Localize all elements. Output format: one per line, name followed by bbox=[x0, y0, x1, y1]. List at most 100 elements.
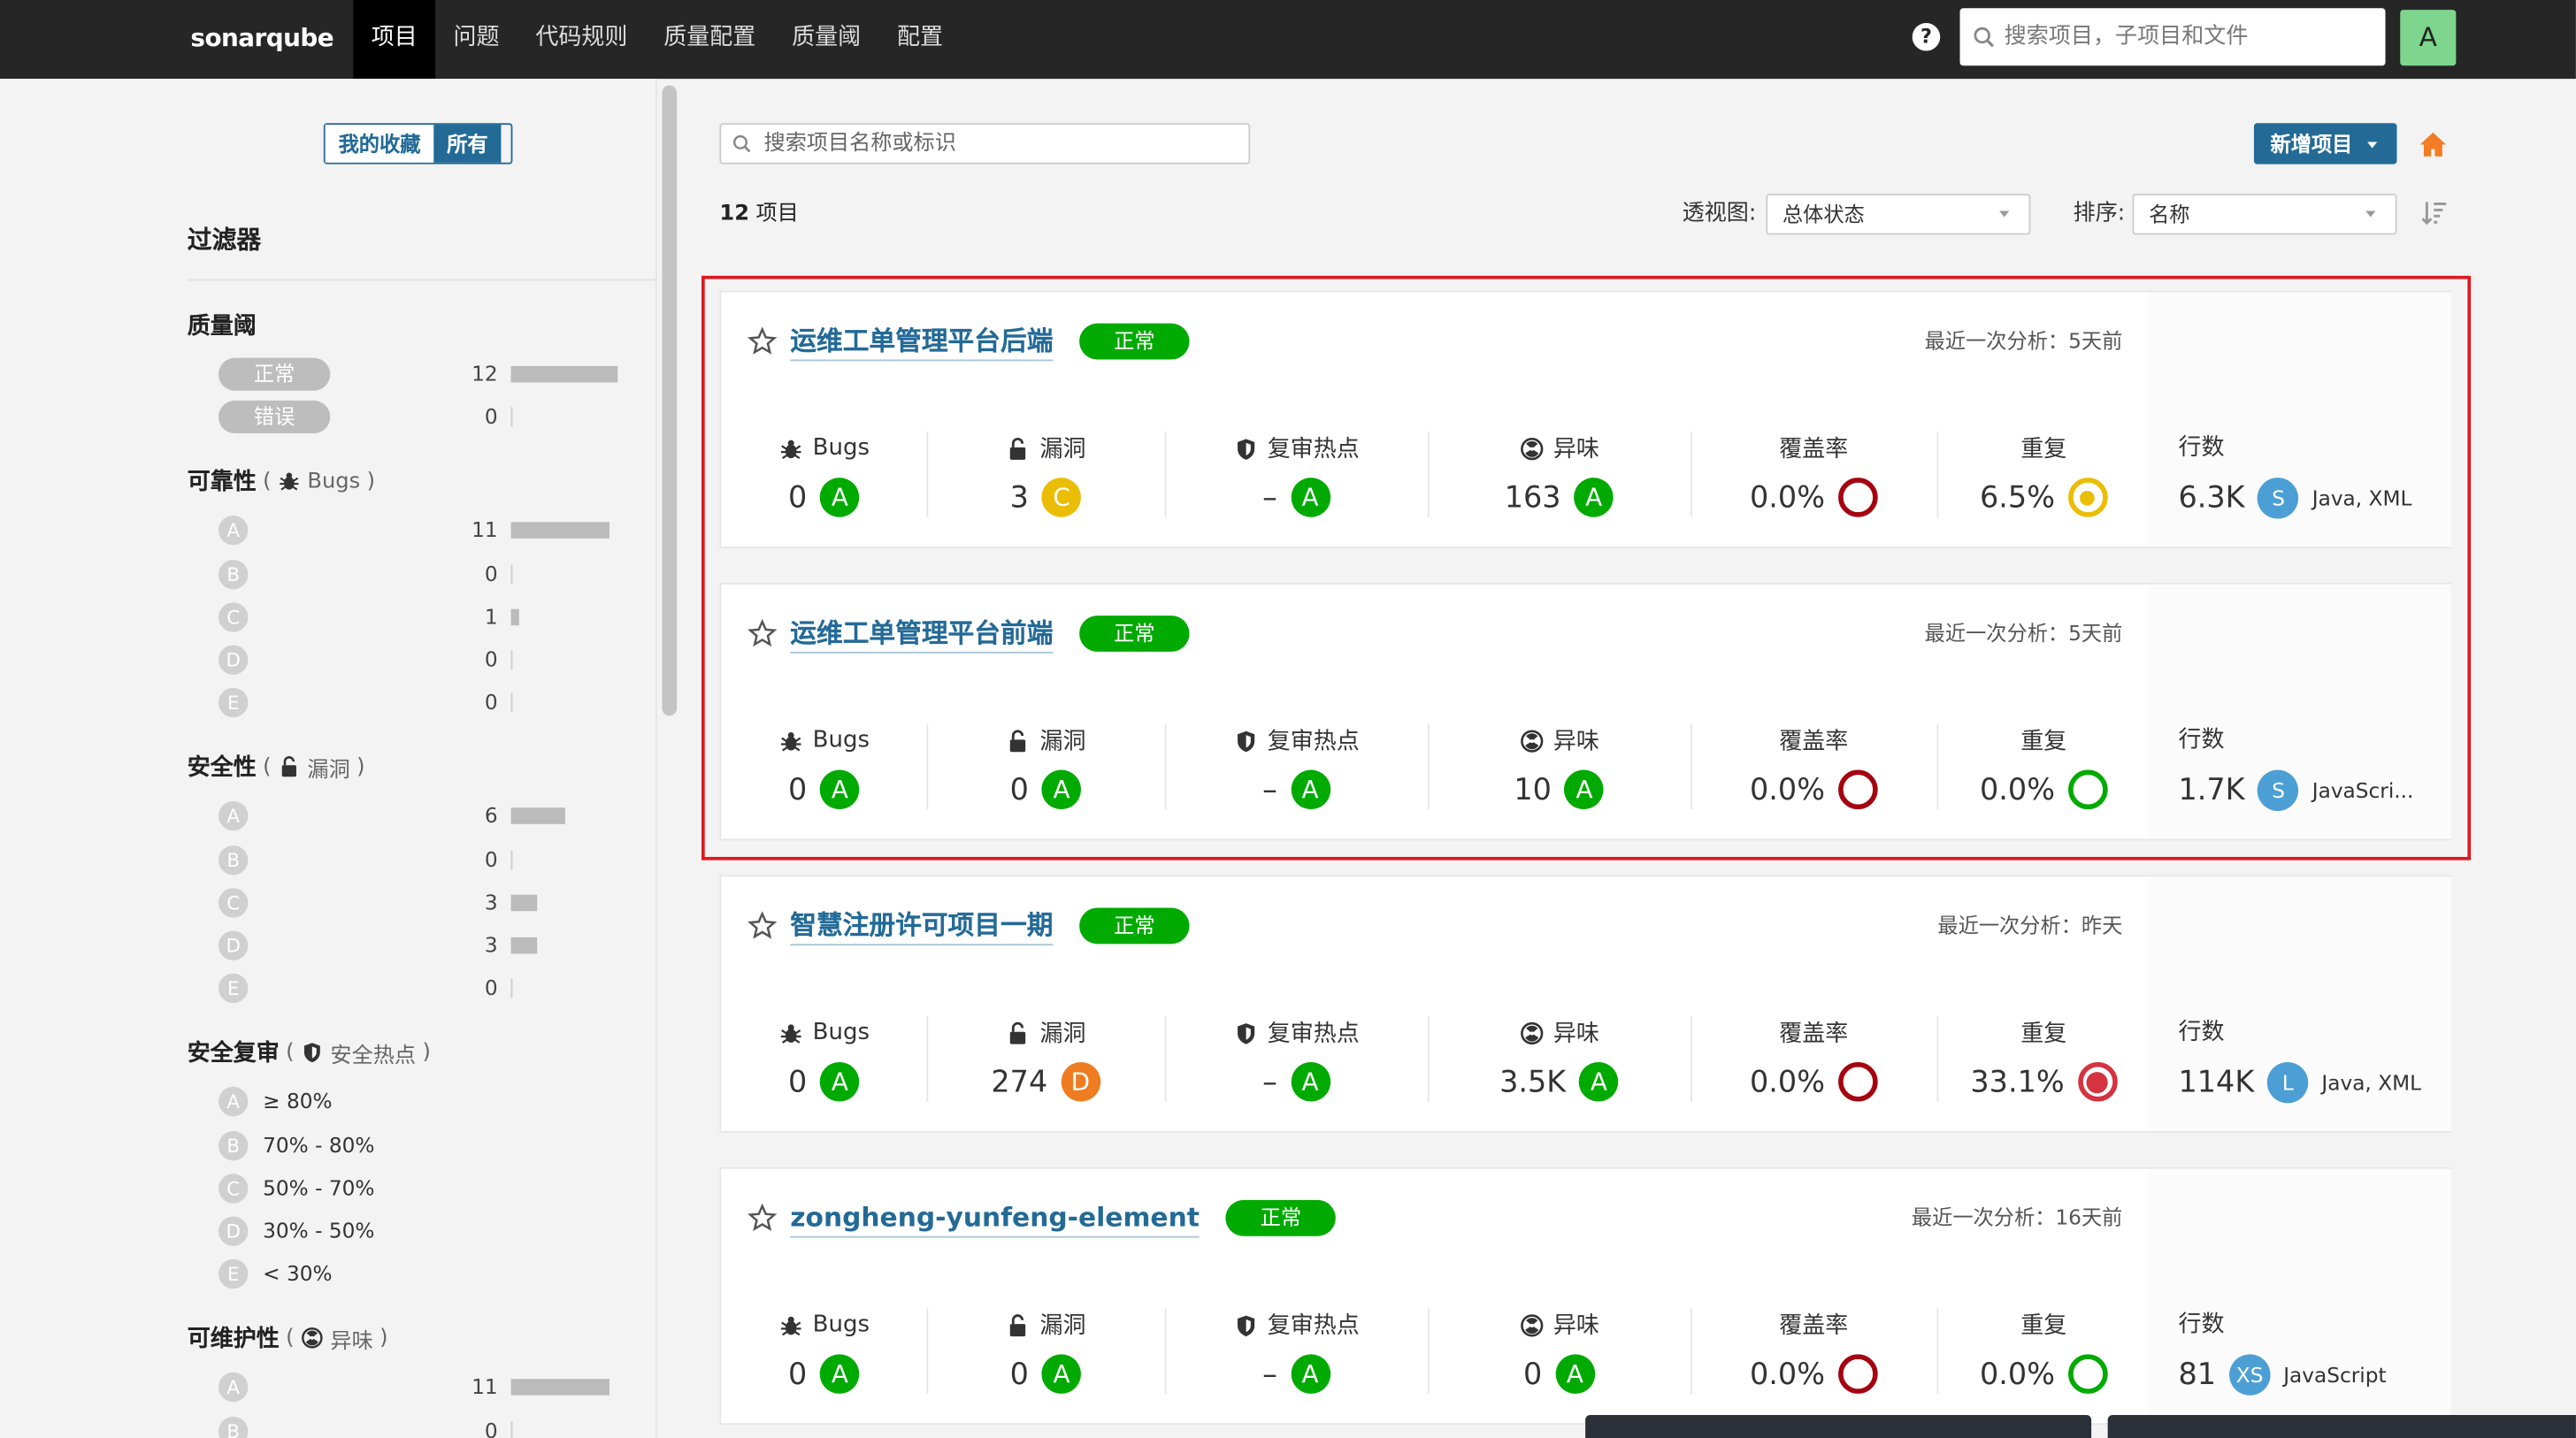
metric-label-text: 复审热点 bbox=[1267, 729, 1360, 755]
toggle-option[interactable]: 我的收藏 bbox=[325, 125, 434, 163]
icon-star[interactable] bbox=[748, 911, 778, 940]
facet-row[interactable]: E < 30% bbox=[188, 1254, 631, 1294]
metric-donut bbox=[2067, 1354, 2108, 1394]
facet-header[interactable]: 安全复审(安全热点) bbox=[188, 1035, 648, 1071]
icon-star-part bbox=[748, 911, 778, 939]
metric-value-row[interactable]: – A bbox=[1165, 1060, 1428, 1103]
nav-item[interactable]: 问题 bbox=[453, 24, 500, 51]
facet-bar bbox=[510, 1420, 513, 1438]
metric-value-row[interactable]: 0.0% bbox=[1690, 476, 1937, 518]
global-search[interactable]: 搜索项目，子项目和文件 bbox=[1959, 8, 2386, 66]
icon-caret-part bbox=[1999, 210, 2010, 218]
metric-value-row[interactable]: 0.0% bbox=[1690, 769, 1937, 811]
facet-row[interactable]: A 11 bbox=[188, 1368, 631, 1408]
metric-value-row[interactable]: 0.0% bbox=[1937, 1353, 2150, 1396]
metric-value-row[interactable]: 6.5% bbox=[1937, 476, 2150, 518]
metric-value-row[interactable]: 0.0% bbox=[1937, 769, 2150, 811]
icon-bug bbox=[778, 1021, 803, 1045]
metric-value-row[interactable]: 10 A bbox=[1428, 769, 1690, 811]
facet-row[interactable]: 正常 12 bbox=[188, 355, 631, 394]
icon-star-part bbox=[748, 1203, 778, 1231]
create-project-button[interactable]: 新增项目 bbox=[2253, 123, 2397, 164]
metric-label: 重复 bbox=[1937, 1014, 2150, 1051]
facet-row[interactable]: B 70% - 80% bbox=[188, 1126, 631, 1166]
project-name[interactable]: 智慧注册许可项目一期 bbox=[790, 907, 1054, 945]
metric-value-row[interactable]: 0.0% bbox=[1690, 1353, 1937, 1396]
icon-star[interactable] bbox=[748, 326, 778, 356]
icon-bug-part bbox=[780, 444, 801, 459]
project-name[interactable]: zongheng-yunfeng-element bbox=[790, 1199, 1200, 1237]
icon-home[interactable] bbox=[2419, 130, 2448, 159]
icon-shield-part bbox=[1237, 1314, 1254, 1336]
facet-bar bbox=[510, 365, 618, 383]
metric-value-row[interactable]: 274 D bbox=[926, 1060, 1164, 1103]
icon-shield-part bbox=[1245, 1026, 1250, 1039]
facet-count: 0 bbox=[484, 846, 498, 871]
icon-star[interactable] bbox=[748, 618, 778, 648]
metric-value-row[interactable]: – A bbox=[1165, 1353, 1428, 1396]
facet-paren: ( bbox=[263, 754, 272, 780]
metric-value-row[interactable]: – A bbox=[1165, 476, 1428, 518]
metric-divider bbox=[1427, 1308, 1430, 1394]
metric-value-row[interactable]: 1.7K S JavaScri... bbox=[2179, 769, 2450, 811]
nav-item[interactable]: 质量阈 bbox=[792, 24, 862, 51]
metric-value-row[interactable]: 114K L Java, XML bbox=[2179, 1060, 2450, 1103]
facet-header[interactable]: 安全性(漏洞) bbox=[188, 749, 648, 785]
metric-label: 重复 bbox=[1937, 1307, 2150, 1343]
metric-value-row[interactable]: 33.1% bbox=[1937, 1060, 2150, 1103]
icon-lock-part bbox=[1011, 729, 1024, 739]
metric-value-row[interactable]: 0.0% bbox=[1690, 1060, 1937, 1103]
metric-value-row[interactable]: 3.5K A bbox=[1428, 1060, 1690, 1103]
project-name[interactable]: 运维工单管理平台后端 bbox=[790, 323, 1054, 361]
sort-select[interactable]: 名称 bbox=[2132, 194, 2397, 235]
metric-value-row[interactable]: – A bbox=[1165, 769, 1428, 811]
metric-value-row[interactable]: 81 XS JavaScript bbox=[2179, 1353, 2450, 1396]
facet-row[interactable]: A ≥ 80% bbox=[188, 1082, 631, 1122]
rating-chip: A bbox=[218, 1087, 249, 1117]
toggle-option[interactable]: 所有 bbox=[433, 125, 502, 163]
metric-value-row[interactable]: 163 A bbox=[1428, 476, 1690, 518]
logo[interactable]: sonarqube bbox=[190, 22, 334, 53]
facet-row[interactable]: 错误 0 bbox=[188, 398, 631, 438]
perspective-select[interactable]: 总体状态 bbox=[1766, 194, 2031, 235]
help-button[interactable]: ? bbox=[1912, 22, 1941, 51]
icon-star[interactable] bbox=[748, 1203, 778, 1233]
facet-row[interactable]: A 11 bbox=[188, 511, 631, 551]
facet-row[interactable]: D 30% - 50% bbox=[188, 1212, 631, 1251]
facet-row[interactable]: C 50% - 70% bbox=[188, 1168, 631, 1208]
nav-item[interactable]: 配置 bbox=[896, 24, 943, 51]
rating-badge: A bbox=[820, 478, 860, 517]
nav-item[interactable]: 质量配置 bbox=[663, 24, 756, 51]
nav-item[interactable]: 项目 bbox=[353, 0, 436, 80]
facet-header[interactable]: 可靠性(Bugs) bbox=[188, 463, 648, 500]
facet-header[interactable]: 质量阈 bbox=[188, 307, 648, 343]
avatar[interactable]: A bbox=[2400, 10, 2457, 66]
project-name[interactable]: 运维工单管理平台前端 bbox=[790, 615, 1054, 653]
metric-label-text: 覆盖率 bbox=[1779, 729, 1849, 755]
facet-count: 0 bbox=[484, 646, 498, 672]
icon-sort[interactable] bbox=[2420, 199, 2449, 227]
nav-item[interactable]: 代码规则 bbox=[535, 24, 628, 51]
icon-shield-part bbox=[1237, 438, 1254, 459]
project-search[interactable]: 搜索项目名称或标识 bbox=[719, 123, 1251, 164]
facet-header[interactable]: 可维护性(异味) bbox=[188, 1320, 648, 1357]
metric-value-row[interactable]: 6.3K S Java, XML bbox=[2179, 476, 2450, 518]
